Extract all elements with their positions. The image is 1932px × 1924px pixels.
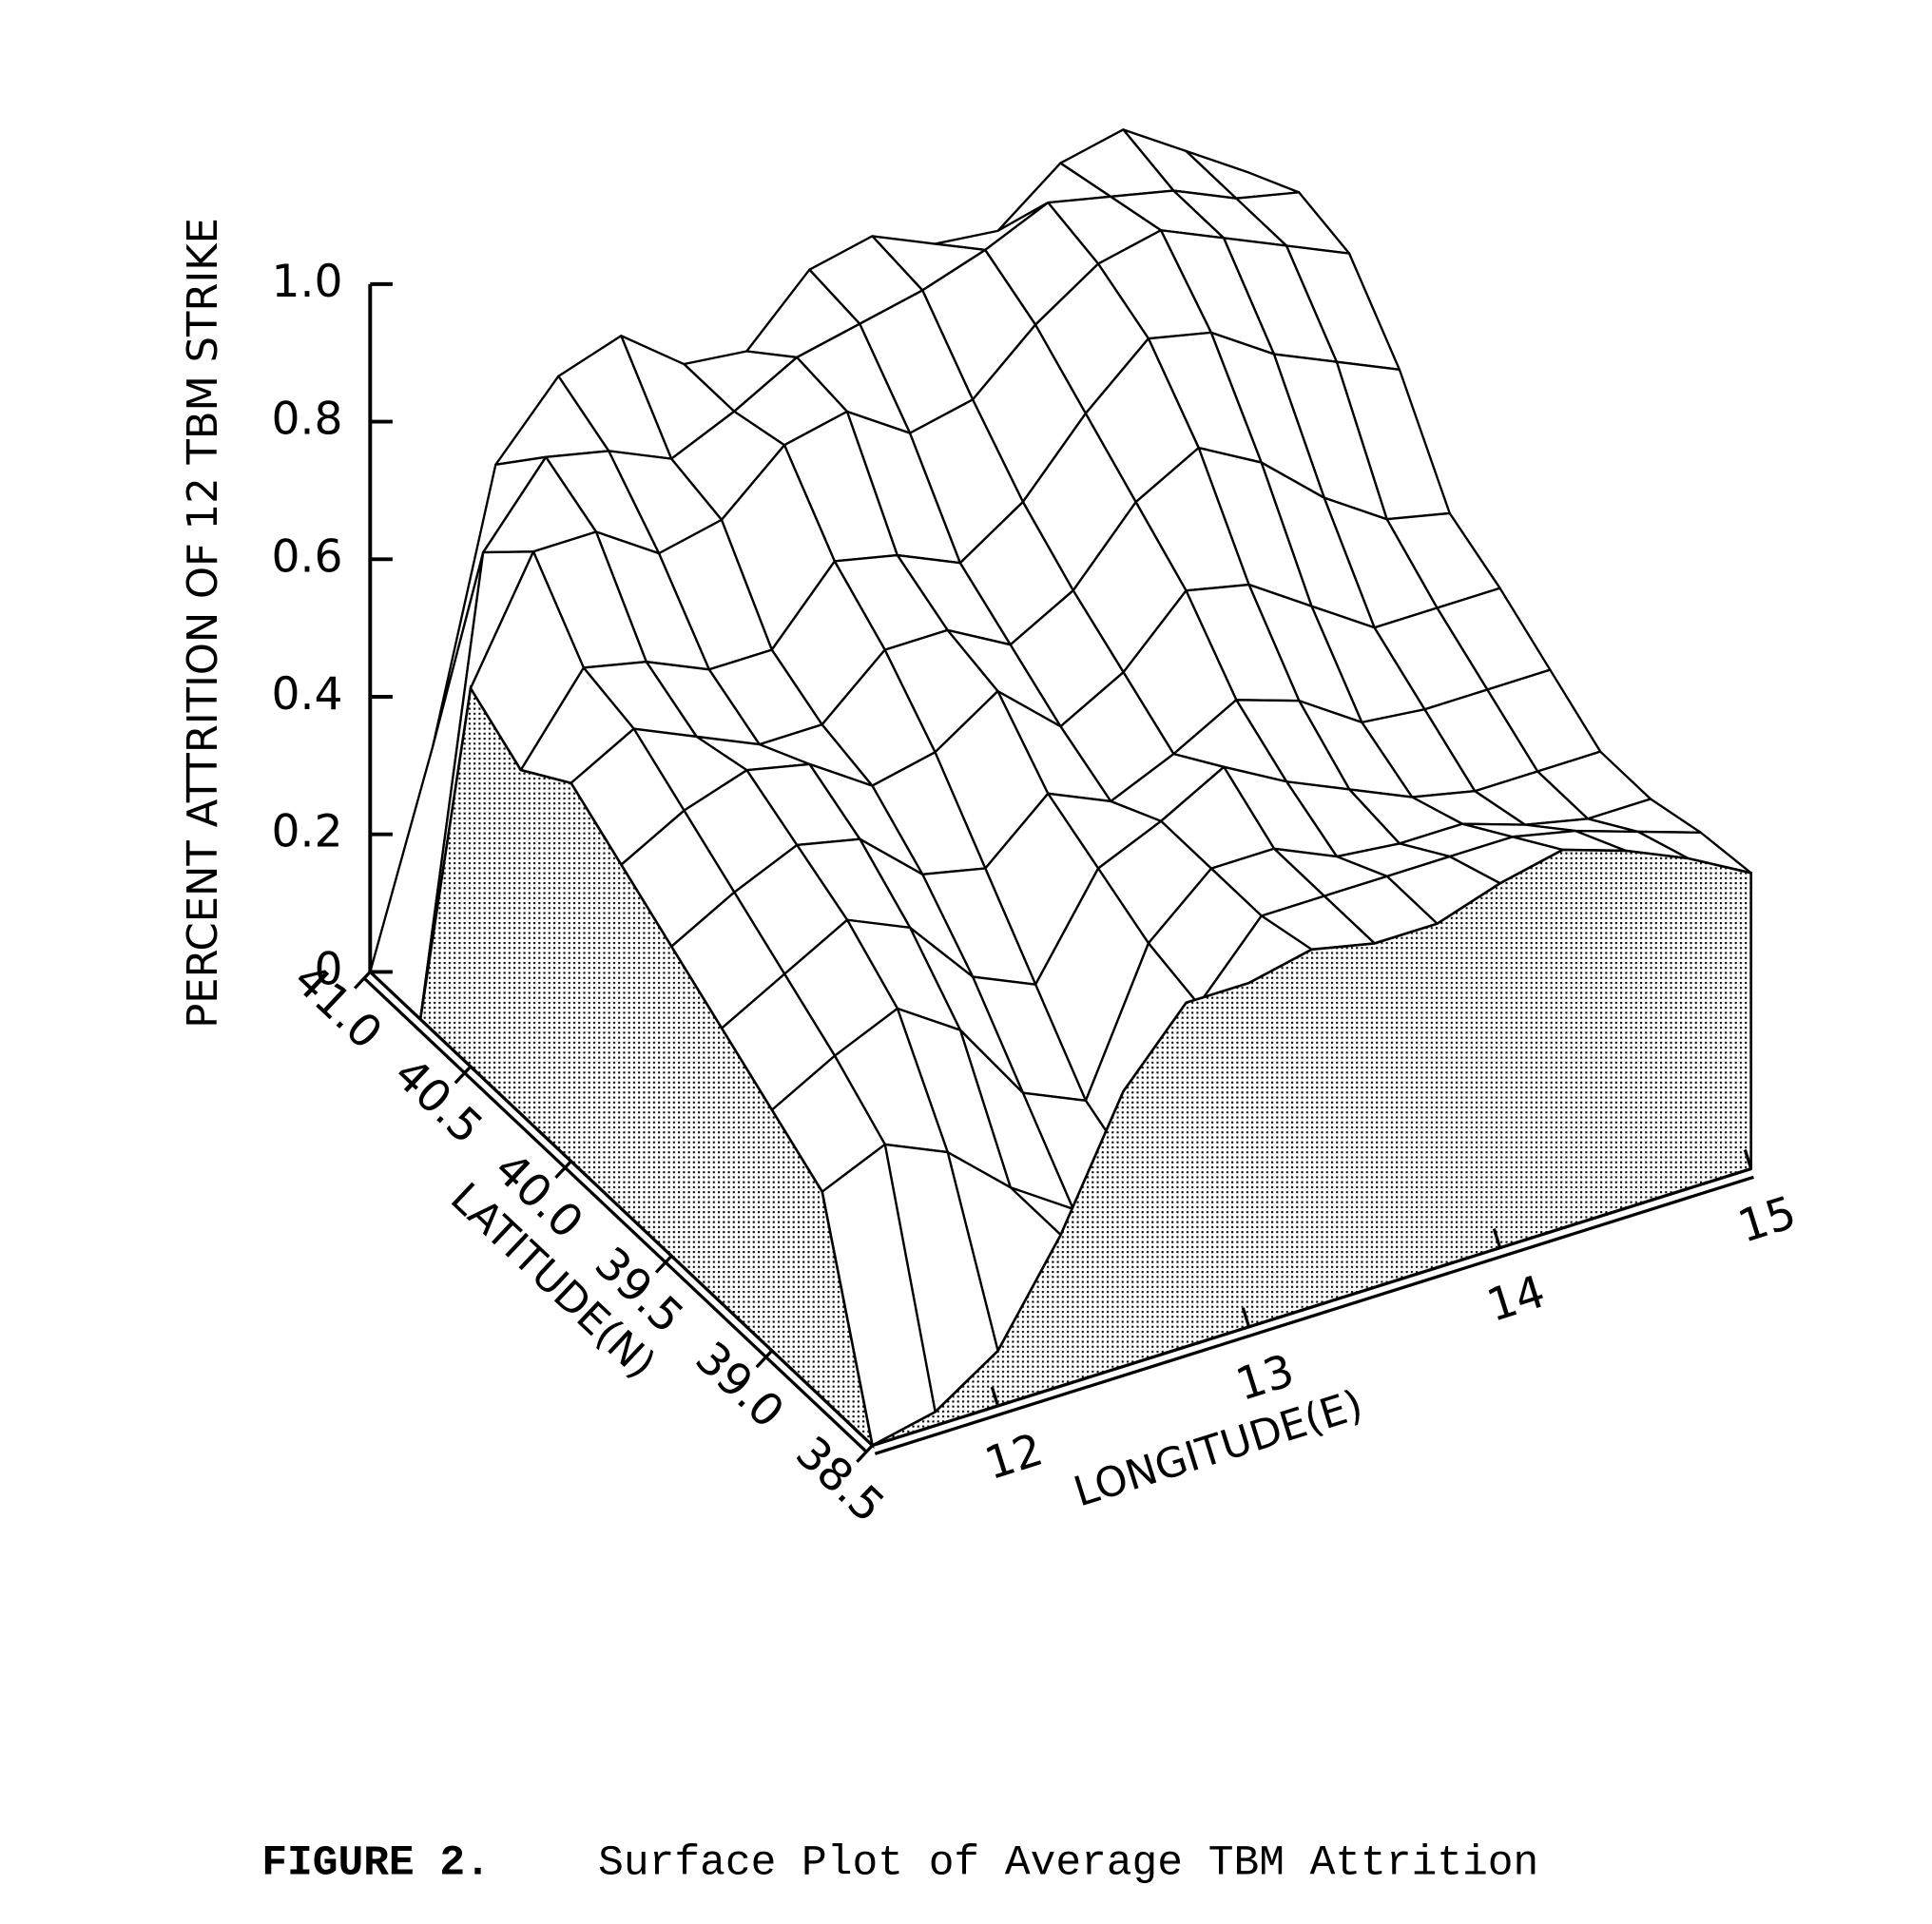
x-axis [872,1166,1752,1448]
y-tick [856,1444,874,1463]
y-tick [554,1160,572,1179]
x-tick [1743,1149,1753,1170]
z-tick-label: 0.6 [271,530,342,583]
x-tick [1241,1307,1251,1328]
caption: Surface Plot of Average TBM Attrition [598,1839,1538,1887]
y-axis [362,976,868,1453]
plot: FIGURE 2. Surface Plot of Average TBM At… [180,128,1803,1887]
caption-label: FIGURE 2. [261,1839,491,1887]
y-tick [353,971,372,990]
y-tick [755,1349,774,1369]
y-tick [454,1065,473,1085]
front-wall [871,848,1752,1447]
x-tick [1492,1228,1502,1249]
z-axis-title: PERCENT ATTRITION OF 12 TBM STRIKE [180,218,227,1029]
left-wall [369,684,875,1450]
z-tick-label: 0.2 [271,806,342,858]
y-axis [369,971,874,1447]
y-tick [654,1255,673,1274]
z-tick-label: 0 [314,943,342,995]
z-tick-label: 0.8 [271,394,342,446]
x-tick [990,1386,1000,1407]
z-tick-label: 1.0 [271,256,342,308]
x-axis [874,1175,1754,1455]
z-tick-label: 0.4 [271,668,342,721]
